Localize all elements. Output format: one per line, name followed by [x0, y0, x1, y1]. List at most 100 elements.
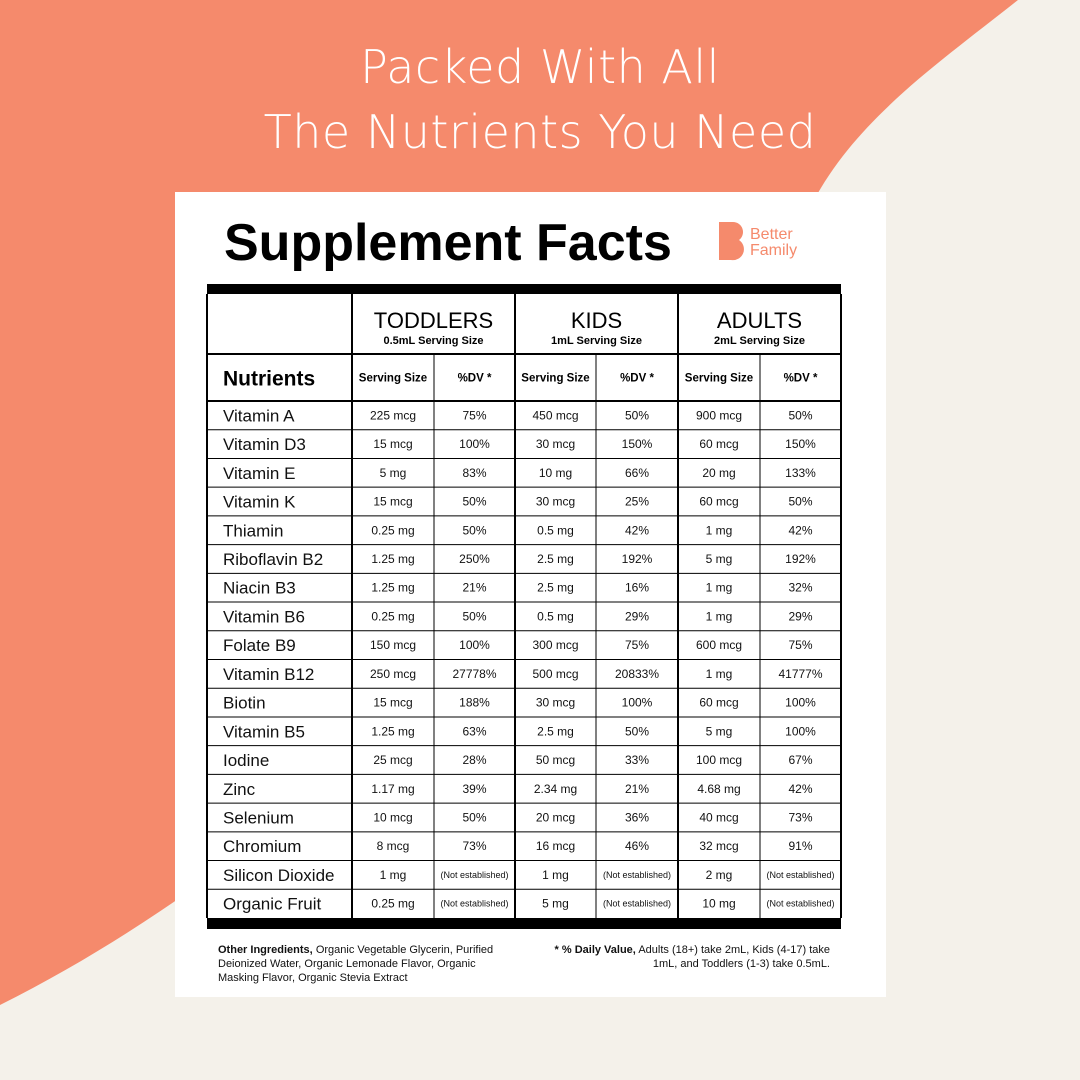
nutrients-header: Nutrients — [223, 368, 315, 391]
other-ingredients: Other Ingredients, Organic Vegetable Gly… — [218, 943, 518, 985]
nutrient-name: Biotin — [223, 694, 266, 713]
daily-value-note: * % Daily Value, Adults (18+) take 2mL, … — [535, 943, 830, 971]
cell-value: 50% — [462, 609, 486, 623]
cell-value: 0.25 mg — [371, 523, 414, 537]
cell-value: 100% — [622, 696, 653, 710]
cell-value: 100% — [459, 638, 490, 652]
cell-value: 60 mcg — [699, 437, 738, 451]
nutrient-name: Riboflavin B2 — [223, 550, 323, 569]
column-header: Serving Size — [359, 373, 427, 385]
cell-value: (Not established) — [440, 870, 508, 880]
cell-value: 1 mg — [706, 667, 733, 681]
cell-value: 16% — [625, 581, 649, 595]
cell-value: 50% — [788, 408, 812, 422]
nutrient-name: Folate B9 — [223, 636, 296, 655]
cell-value: 5 mg — [706, 724, 733, 738]
cell-value: 500 mcg — [532, 667, 578, 681]
cell-value: 20 mcg — [536, 810, 575, 824]
cell-value: 1 mg — [706, 523, 733, 537]
group-name: TODDLERS — [374, 308, 493, 333]
cell-value: 100 mcg — [696, 753, 742, 767]
cell-value: 0.25 mg — [371, 897, 414, 911]
cell-value: 1.17 mg — [371, 782, 414, 796]
cell-value: 29% — [625, 609, 649, 623]
nutrient-name: Thiamin — [223, 521, 283, 540]
cell-value: 36% — [625, 810, 649, 824]
cell-value: 29% — [788, 609, 812, 623]
table-bar — [207, 284, 841, 294]
cell-value: 15 mcg — [373, 696, 412, 710]
cell-value: 20833% — [615, 667, 659, 681]
cell-value: 28% — [462, 753, 486, 767]
cell-value: 150% — [785, 437, 816, 451]
cell-value: 75% — [462, 408, 486, 422]
group-serving: 2mL Serving Size — [714, 335, 805, 347]
cell-value: 192% — [785, 552, 816, 566]
nutrient-name: Vitamin B12 — [223, 665, 314, 684]
cell-value: 192% — [622, 552, 653, 566]
cell-value: 600 mcg — [696, 638, 742, 652]
cell-value: 450 mcg — [532, 408, 578, 422]
cell-value: 42% — [788, 523, 812, 537]
cell-value: (Not established) — [603, 870, 671, 880]
cell-value: 150 mcg — [370, 638, 416, 652]
group-serving: 0.5mL Serving Size — [383, 335, 483, 347]
cell-value: 33% — [625, 753, 649, 767]
cell-value: 5 mg — [706, 552, 733, 566]
column-header: Serving Size — [685, 373, 753, 385]
cell-value: 300 mcg — [532, 638, 578, 652]
cell-value: 1 mg — [542, 868, 569, 882]
cell-value: 250% — [459, 552, 490, 566]
cell-value: 150% — [622, 437, 653, 451]
cell-value: 83% — [462, 466, 486, 480]
cell-value: 100% — [785, 724, 816, 738]
cell-value: 2.5 mg — [537, 724, 574, 738]
brand-name: Family — [750, 242, 797, 259]
cell-value: 5 mg — [380, 466, 407, 480]
cell-value: 16 mcg — [536, 839, 575, 853]
cell-value: 32% — [788, 581, 812, 595]
footnote-text: Adults (18+) take 2mL, Kids (4-17) take … — [638, 944, 830, 970]
cell-value: 4.68 mg — [697, 782, 740, 796]
cell-value: 30 mcg — [536, 437, 575, 451]
cell-value: 100% — [785, 696, 816, 710]
nutrient-name: Organic Fruit — [223, 895, 322, 914]
cell-value: 42% — [788, 782, 812, 796]
footnote-text: Organic Vegetable Glycerin, Purified Dei… — [218, 944, 494, 984]
cell-value: 10 mcg — [373, 810, 412, 824]
cell-value: 50% — [625, 408, 649, 422]
cell-value: 40 mcg — [699, 810, 738, 824]
cell-value: 2 mg — [706, 868, 733, 882]
nutrient-name: Zinc — [223, 780, 256, 799]
cell-value: (Not established) — [603, 899, 671, 909]
cell-value: 60 mcg — [699, 696, 738, 710]
cell-value: 30 mcg — [536, 495, 575, 509]
nutrient-name: Vitamin E — [223, 464, 295, 483]
cell-value: 0.5 mg — [537, 609, 574, 623]
cell-value: 73% — [788, 810, 812, 824]
cell-value: 225 mcg — [370, 408, 416, 422]
cell-value: 5 mg — [542, 897, 569, 911]
group-name: KIDS — [571, 308, 622, 333]
cell-value: 188% — [459, 696, 490, 710]
card-title: Supplement Facts — [224, 214, 672, 272]
cell-value: 91% — [788, 839, 812, 853]
cell-value: 21% — [625, 782, 649, 796]
nutrient-name: Vitamin D3 — [223, 435, 306, 454]
nutrient-name: Iodine — [223, 751, 269, 770]
nutrient-name: Chromium — [223, 837, 301, 856]
cell-value: 2.5 mg — [537, 581, 574, 595]
cell-value: 67% — [788, 753, 812, 767]
cell-value: 46% — [625, 839, 649, 853]
nutrient-name: Silicon Dioxide — [223, 866, 335, 885]
column-header: %DV * — [620, 373, 654, 385]
facts-table: Supplement Facts Better Family TODDLERS 0… — [206, 214, 842, 929]
cell-value: 0.25 mg — [371, 609, 414, 623]
headline: Packed With All — [360, 40, 720, 94]
cell-value: 42% — [625, 523, 649, 537]
cell-value: 250 mcg — [370, 667, 416, 681]
group-serving: 1mL Serving Size — [551, 335, 642, 347]
nutrient-name: Vitamin B5 — [223, 722, 305, 741]
cell-value: 1.25 mg — [371, 724, 414, 738]
